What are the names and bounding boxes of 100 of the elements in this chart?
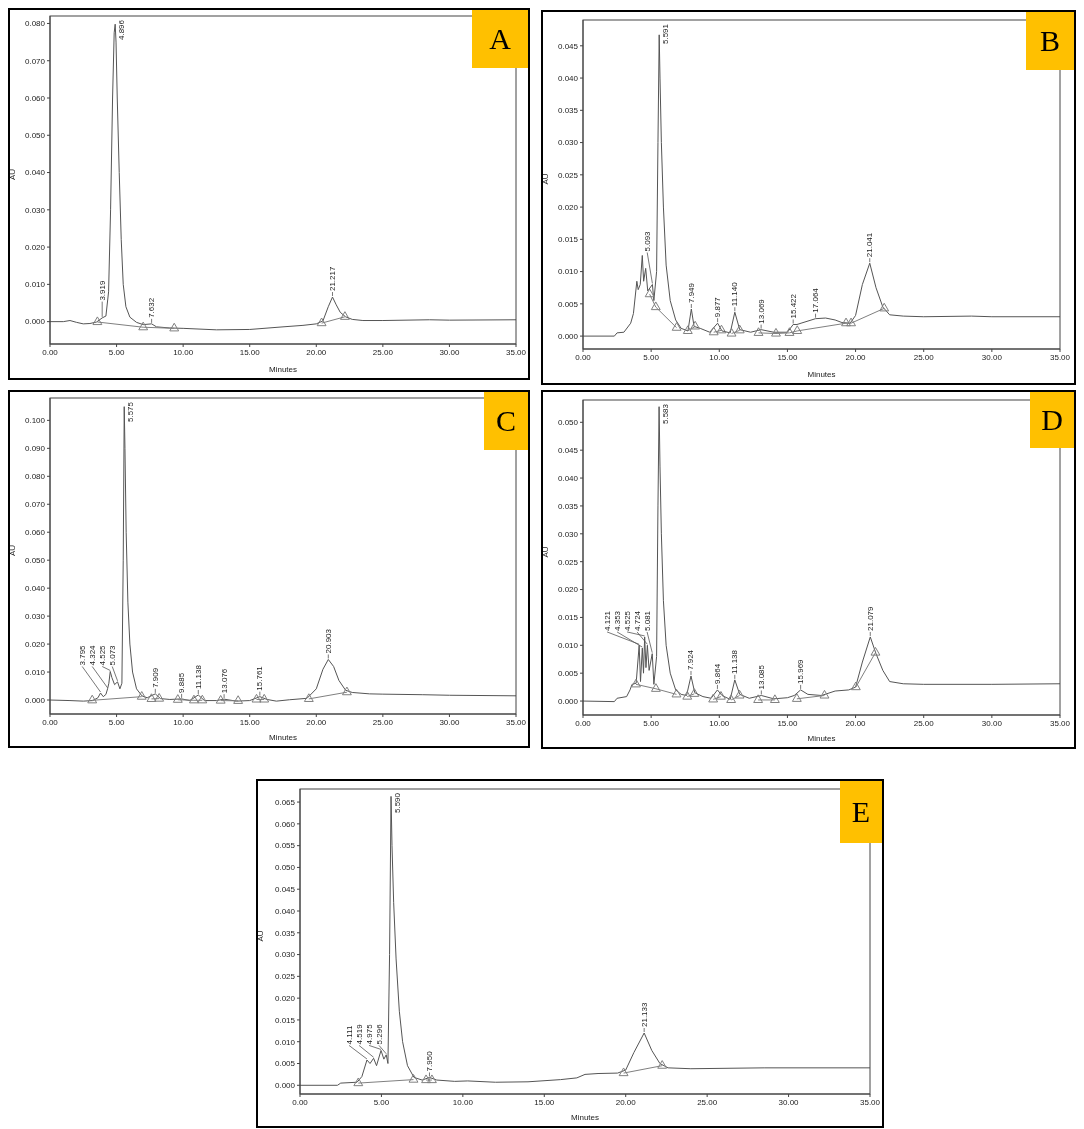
annotation: 3.919 bbox=[97, 280, 107, 301]
annotation: 11.140 bbox=[730, 281, 740, 307]
x-tick-label: 15.00 bbox=[239, 717, 261, 727]
annotation: 4.896 bbox=[116, 19, 126, 40]
y-tick-label: 0.040 bbox=[24, 168, 46, 178]
annotation: 5.591 bbox=[660, 23, 670, 44]
y-tick-label: 0.005 bbox=[274, 1059, 296, 1069]
x-tick-label: 25.00 bbox=[372, 347, 394, 357]
y-tick-label: 0.000 bbox=[557, 331, 579, 341]
y-tick-label: 0.025 bbox=[557, 557, 579, 567]
x-tick-label: 35.00 bbox=[1049, 352, 1071, 362]
annotation: 5.575 bbox=[125, 401, 135, 422]
annotation: 20.903 bbox=[323, 628, 333, 654]
annotation: E bbox=[851, 795, 871, 828]
x-tick-label: 15.00 bbox=[239, 347, 261, 357]
y-tick-label: 0.010 bbox=[557, 641, 579, 651]
y-tick-label: 0.100 bbox=[24, 416, 46, 426]
y-tick-label: 0.020 bbox=[557, 202, 579, 212]
y-tick-label: 0.010 bbox=[24, 667, 46, 677]
y-tick-label: 0.045 bbox=[557, 41, 579, 51]
y-axis-title: AU bbox=[7, 168, 17, 180]
annotation: 13.069 bbox=[756, 298, 766, 324]
y-axis-title: AU bbox=[7, 544, 17, 556]
y-tick-label: 0.080 bbox=[24, 19, 46, 29]
annotation: 4.111 bbox=[344, 1025, 354, 1045]
y-tick-label: 0.015 bbox=[274, 1015, 296, 1025]
y-tick-label: 0.030 bbox=[24, 611, 46, 621]
annotation: 15.969 bbox=[796, 658, 806, 684]
annotation: 4.519 bbox=[354, 1023, 364, 1045]
y-tick-label: 0.005 bbox=[557, 669, 579, 679]
x-tick-label: 30.00 bbox=[439, 717, 460, 727]
x-tick-label: 10.00 bbox=[173, 717, 194, 727]
annotation: 5.073 bbox=[107, 644, 117, 666]
x-tick-label: 25.00 bbox=[913, 352, 935, 362]
x-tick-label: 5.00 bbox=[373, 1097, 390, 1107]
annotation: 4.525 bbox=[97, 644, 107, 666]
x-tick-label: 0.00 bbox=[292, 1097, 309, 1107]
annotation: 4.525 bbox=[622, 610, 632, 631]
x-tick-label: 0.00 bbox=[42, 347, 59, 357]
x-tick-label: 0.00 bbox=[575, 718, 592, 728]
y-tick-label: 0.000 bbox=[24, 317, 46, 327]
y-tick-label: 0.030 bbox=[274, 950, 296, 960]
x-tick-label: 30.00 bbox=[981, 718, 1003, 728]
y-tick-label: 0.045 bbox=[274, 885, 296, 895]
annotation: 4.353 bbox=[612, 610, 622, 631]
x-tick-label: 5.00 bbox=[643, 352, 660, 362]
annotation: 5.081 bbox=[642, 610, 652, 631]
y-tick-label: 0.020 bbox=[24, 639, 46, 649]
x-tick-label: 20.00 bbox=[306, 347, 327, 357]
y-tick-label: 0.015 bbox=[557, 235, 579, 245]
annotation: 13.076 bbox=[219, 668, 229, 694]
x-tick-label: 5.00 bbox=[108, 717, 125, 727]
annotation: 11.138 bbox=[730, 649, 740, 674]
x-tick-label: 20.00 bbox=[845, 718, 867, 728]
y-tick-label: 0.000 bbox=[274, 1081, 296, 1091]
y-tick-label: 0.055 bbox=[274, 841, 296, 851]
x-tick-label: 20.00 bbox=[615, 1097, 637, 1107]
y-axis-title: AU bbox=[540, 546, 550, 558]
y-tick-label: 0.035 bbox=[557, 106, 579, 116]
x-tick-label: 30.00 bbox=[439, 347, 460, 357]
y-tick-label: 0.070 bbox=[24, 500, 46, 510]
y-tick-label: 0.015 bbox=[557, 613, 579, 623]
y-tick-label: 0.040 bbox=[557, 73, 579, 83]
y-tick-label: 0.025 bbox=[557, 170, 579, 180]
x-tick-label: 10.00 bbox=[709, 718, 730, 728]
x-tick-label: 20.00 bbox=[306, 717, 327, 727]
y-tick-label: 0.050 bbox=[24, 556, 46, 566]
x-axis-title: Minutes bbox=[807, 370, 836, 379]
y-tick-label: 0.020 bbox=[274, 993, 296, 1003]
annotation: C bbox=[495, 404, 516, 437]
x-tick-label: 35.00 bbox=[859, 1097, 881, 1107]
annotation: 21.217 bbox=[327, 266, 337, 292]
annotation: D bbox=[1041, 403, 1063, 436]
y-axis-title: AU bbox=[255, 930, 265, 942]
x-tick-label: 15.00 bbox=[777, 352, 798, 362]
x-axis-title: Minutes bbox=[570, 1113, 600, 1122]
y-tick-label: 0.045 bbox=[557, 446, 579, 456]
annotation: 15.422 bbox=[788, 293, 798, 319]
y-tick-label: 0.050 bbox=[24, 131, 46, 141]
x-tick-label: 35.00 bbox=[505, 347, 527, 357]
y-tick-label: 0.005 bbox=[557, 299, 579, 309]
x-tick-label: 20.00 bbox=[845, 352, 867, 362]
x-tick-label: 25.00 bbox=[697, 1097, 718, 1107]
y-axis-title: AU bbox=[540, 173, 550, 185]
annotation: B bbox=[1039, 24, 1060, 57]
x-axis-title: Minutes bbox=[268, 365, 298, 374]
annotation: 21.079 bbox=[865, 605, 875, 631]
annotation: 21.133 bbox=[639, 1001, 649, 1027]
x-axis-title: Minutes bbox=[807, 734, 836, 743]
x-tick-label: 5.00 bbox=[108, 347, 125, 357]
y-tick-label: 0.060 bbox=[24, 528, 46, 538]
y-tick-label: 0.070 bbox=[24, 56, 46, 66]
x-tick-label: 5.00 bbox=[643, 718, 660, 728]
y-tick-label: 0.080 bbox=[24, 472, 46, 482]
x-tick-label: 10.00 bbox=[173, 347, 194, 357]
y-tick-label: 0.025 bbox=[274, 972, 296, 982]
y-tick-label: 0.050 bbox=[557, 418, 579, 428]
y-tick-label: 0.020 bbox=[557, 585, 579, 595]
x-axis-title: Minutes bbox=[268, 733, 298, 742]
y-tick-label: 0.010 bbox=[274, 1037, 296, 1047]
